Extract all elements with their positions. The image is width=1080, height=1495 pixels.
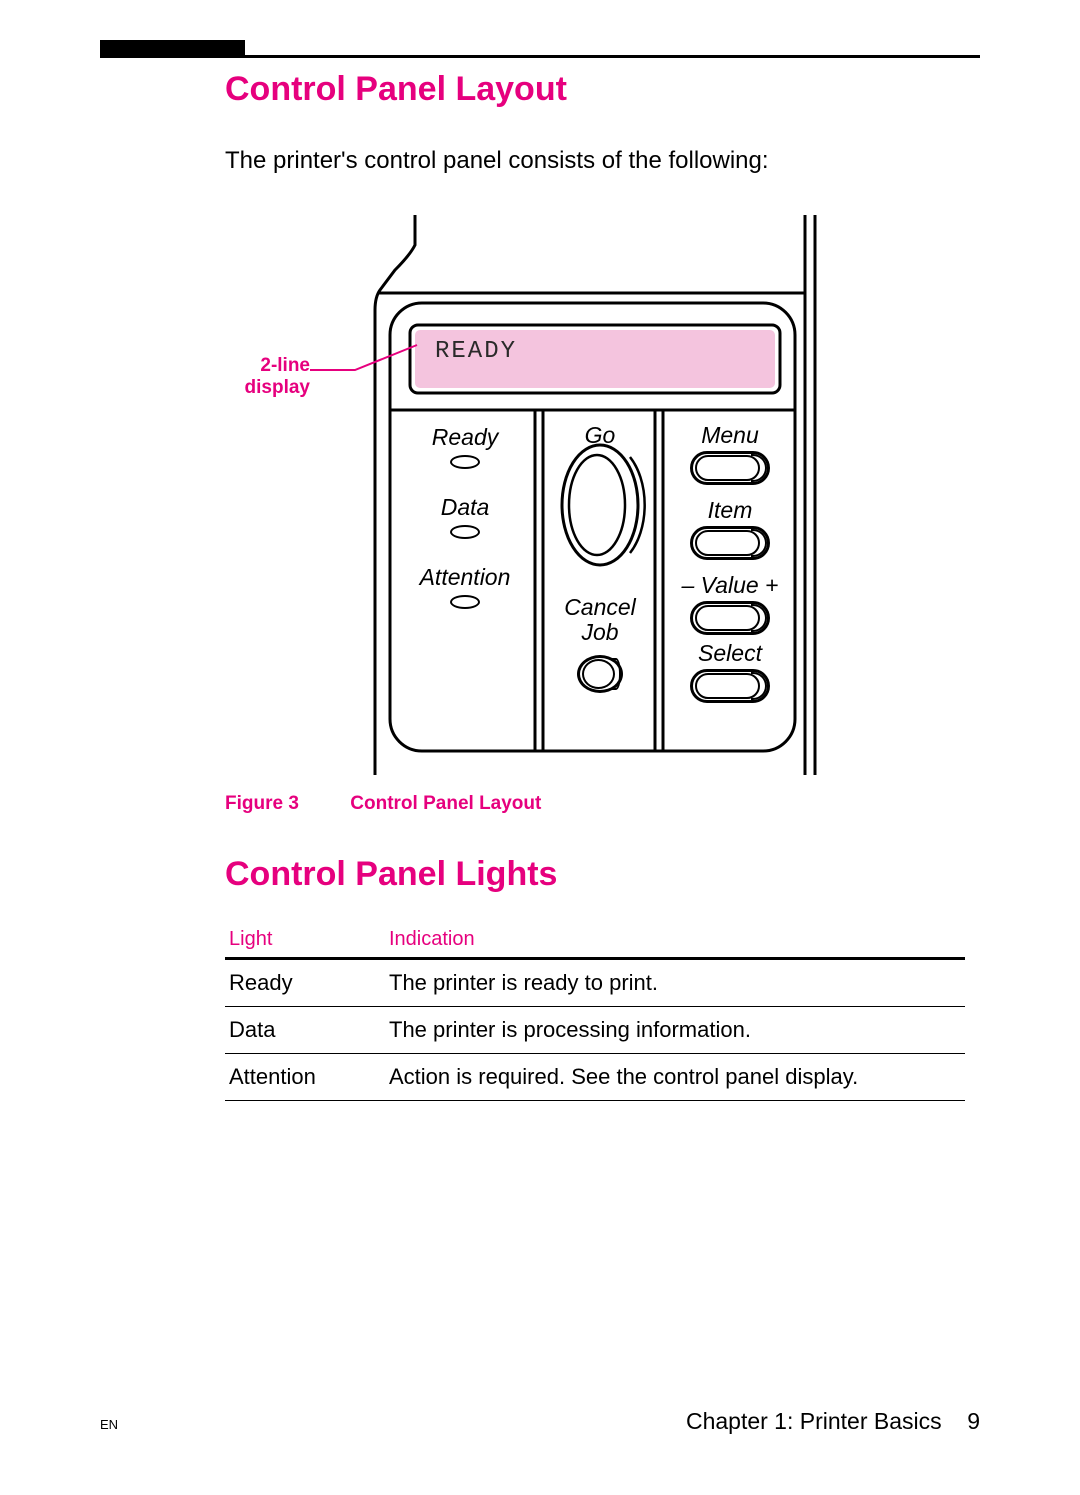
cell-indication: Action is required. See the control pane… bbox=[385, 1054, 965, 1101]
label-select: Select bbox=[670, 641, 790, 666]
heading-control-panel-lights: Control Panel Lights bbox=[225, 855, 980, 894]
callout-line1: 2-line bbox=[260, 355, 310, 376]
figure-label: Figure 3 bbox=[225, 793, 345, 815]
label-cancel-line1: Cancel bbox=[564, 594, 636, 620]
footer-page-number: 9 bbox=[967, 1408, 980, 1434]
page-content: Control Panel Layout The printer's contr… bbox=[100, 40, 980, 1101]
label-item: Item bbox=[670, 498, 790, 523]
table-row: Ready The printer is ready to print. bbox=[225, 959, 965, 1007]
button-cancel-job bbox=[577, 655, 623, 693]
intro-paragraph: The printer's control panel consists of … bbox=[225, 147, 980, 175]
page-footer: EN Chapter 1: Printer Basics 9 bbox=[100, 1408, 980, 1435]
table-header-indication: Indication bbox=[385, 922, 965, 959]
label-attention: Attention bbox=[410, 565, 520, 590]
label-go: Go bbox=[550, 423, 650, 448]
figure-caption: Figure 3 Control Panel Layout bbox=[225, 793, 980, 815]
button-value bbox=[690, 601, 770, 635]
label-menu: Menu bbox=[670, 423, 790, 448]
figure-control-panel: READY 2-line display Ready Data Attentio… bbox=[225, 215, 845, 775]
lcd-ready-text: READY bbox=[435, 338, 517, 365]
footer-chapter-page: Chapter 1: Printer Basics 9 bbox=[686, 1408, 980, 1435]
table-row: Attention Action is required. See the co… bbox=[225, 1054, 965, 1101]
cell-light: Ready bbox=[225, 959, 385, 1007]
header-rule bbox=[245, 55, 980, 58]
header-black-bar bbox=[100, 40, 245, 58]
control-panel-diagram: READY 2-line display Ready Data Attentio… bbox=[225, 215, 845, 775]
button-select bbox=[690, 669, 770, 703]
cell-indication: The printer is ready to print. bbox=[385, 959, 965, 1007]
lights-table: Light Indication Ready The printer is re… bbox=[225, 922, 965, 1101]
led-data bbox=[450, 525, 480, 539]
table-row: Data The printer is processing informati… bbox=[225, 1007, 965, 1054]
footer-chapter: Chapter 1: Printer Basics bbox=[686, 1408, 942, 1434]
led-ready bbox=[450, 455, 480, 469]
label-cancel-job: Cancel Job bbox=[545, 595, 655, 646]
led-attention bbox=[450, 595, 480, 609]
cell-light: Attention bbox=[225, 1054, 385, 1101]
label-data: Data bbox=[410, 495, 520, 520]
label-cancel-line2: Job bbox=[581, 619, 618, 645]
callout-line2: display bbox=[245, 377, 310, 398]
button-item bbox=[690, 526, 770, 560]
footer-lang: EN bbox=[100, 1417, 118, 1432]
button-menu bbox=[690, 451, 770, 485]
table-header-light: Light bbox=[225, 922, 385, 959]
callout-2line-display: 2-line display bbox=[225, 355, 310, 399]
cell-indication: The printer is processing information. bbox=[385, 1007, 965, 1054]
label-value: – Value + bbox=[670, 573, 790, 598]
label-ready: Ready bbox=[410, 425, 520, 450]
heading-control-panel-layout: Control Panel Layout bbox=[225, 70, 980, 109]
figure-title: Control Panel Layout bbox=[350, 793, 541, 814]
cell-light: Data bbox=[225, 1007, 385, 1054]
